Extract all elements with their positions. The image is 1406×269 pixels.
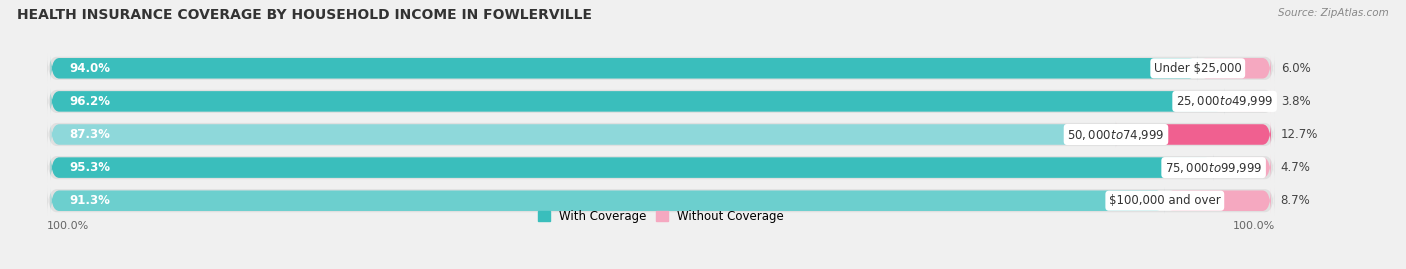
Text: 91.3%: 91.3% xyxy=(69,194,110,207)
FancyBboxPatch shape xyxy=(46,53,1275,83)
FancyBboxPatch shape xyxy=(51,89,1225,114)
Text: 100.0%: 100.0% xyxy=(46,221,89,231)
Text: $25,000 to $49,999: $25,000 to $49,999 xyxy=(1175,94,1274,108)
FancyBboxPatch shape xyxy=(51,55,1198,81)
Text: Under $25,000: Under $25,000 xyxy=(1154,62,1241,75)
Text: 8.7%: 8.7% xyxy=(1281,194,1310,207)
Text: $50,000 to $74,999: $50,000 to $74,999 xyxy=(1067,128,1164,141)
FancyBboxPatch shape xyxy=(1164,188,1271,214)
Text: 87.3%: 87.3% xyxy=(69,128,110,141)
FancyBboxPatch shape xyxy=(51,122,1116,147)
Text: 95.3%: 95.3% xyxy=(69,161,110,174)
Text: Source: ZipAtlas.com: Source: ZipAtlas.com xyxy=(1278,8,1389,18)
Text: 4.7%: 4.7% xyxy=(1281,161,1310,174)
Text: 6.0%: 6.0% xyxy=(1281,62,1310,75)
FancyBboxPatch shape xyxy=(1213,155,1271,180)
Text: $75,000 to $99,999: $75,000 to $99,999 xyxy=(1166,161,1263,175)
FancyBboxPatch shape xyxy=(1198,55,1271,81)
FancyBboxPatch shape xyxy=(46,120,1275,149)
Text: 100.0%: 100.0% xyxy=(1233,221,1275,231)
FancyBboxPatch shape xyxy=(46,186,1275,216)
FancyBboxPatch shape xyxy=(1225,89,1271,114)
Text: $100,000 and over: $100,000 and over xyxy=(1109,194,1220,207)
FancyBboxPatch shape xyxy=(46,87,1275,116)
FancyBboxPatch shape xyxy=(46,153,1275,182)
Text: 12.7%: 12.7% xyxy=(1281,128,1317,141)
Text: 96.2%: 96.2% xyxy=(69,95,110,108)
FancyBboxPatch shape xyxy=(51,188,1164,214)
Legend: With Coverage, Without Coverage: With Coverage, Without Coverage xyxy=(537,210,785,223)
FancyBboxPatch shape xyxy=(1116,122,1271,147)
FancyBboxPatch shape xyxy=(51,155,1213,180)
Text: HEALTH INSURANCE COVERAGE BY HOUSEHOLD INCOME IN FOWLERVILLE: HEALTH INSURANCE COVERAGE BY HOUSEHOLD I… xyxy=(17,8,592,22)
Text: 3.8%: 3.8% xyxy=(1281,95,1310,108)
Text: 94.0%: 94.0% xyxy=(69,62,110,75)
